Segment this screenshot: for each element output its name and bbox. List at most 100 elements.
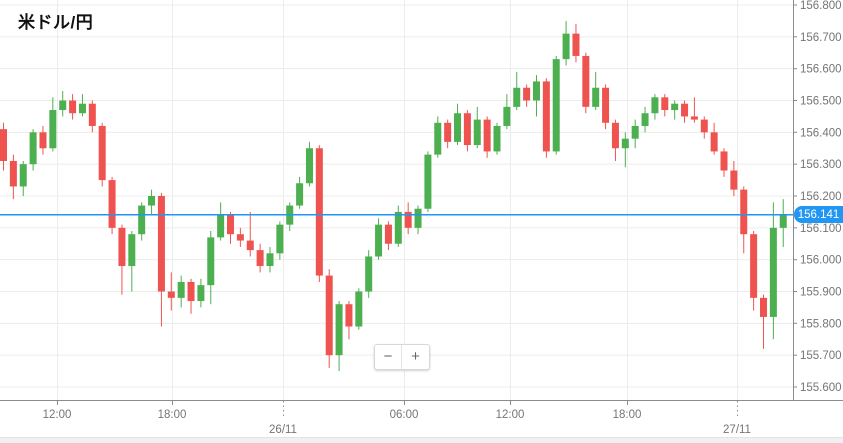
- candle-body: [572, 33, 580, 56]
- candle-body: [513, 87, 521, 107]
- candle-body: [394, 211, 402, 244]
- candle-body: [542, 81, 550, 152]
- x-axis-time-label: 18:00: [158, 409, 187, 421]
- candle-body: [325, 275, 333, 356]
- candle-body: [641, 113, 649, 126]
- y-axis-label: 156.800: [800, 0, 842, 12]
- candle-body: [483, 119, 491, 152]
- candle-body: [384, 224, 392, 244]
- candle-body: [611, 122, 619, 149]
- candle-body: [39, 132, 47, 149]
- candle-body: [651, 97, 659, 114]
- candle-body: [157, 196, 165, 292]
- candle-body: [710, 132, 718, 152]
- y-axis-label: 156.000: [800, 255, 842, 267]
- minus-icon: −: [383, 348, 393, 365]
- candle-body: [187, 281, 195, 302]
- candle-body: [69, 100, 77, 114]
- y-axis-label: 156.700: [800, 32, 842, 44]
- candle-body: [602, 87, 610, 123]
- candle-body: [750, 234, 758, 298]
- candle-body: [128, 234, 136, 267]
- x-axis-time-label: 12:00: [43, 409, 72, 421]
- candle-body: [49, 110, 57, 149]
- candle-body: [779, 215, 787, 228]
- x-axis-time-label: 12:00: [496, 409, 525, 421]
- candle-body: [59, 100, 67, 111]
- candle-body: [424, 154, 432, 209]
- candle-body: [256, 250, 264, 267]
- candle-body: [730, 170, 738, 190]
- candle-body: [532, 81, 540, 101]
- candle-body: [720, 151, 728, 171]
- candle-body: [454, 113, 462, 142]
- y-axis-label: 156.400: [800, 127, 842, 139]
- candle-body: [88, 103, 96, 126]
- candle-body: [681, 103, 689, 117]
- bottom-edge-strip: [0, 437, 843, 443]
- zoom-in-button[interactable]: +: [402, 345, 429, 369]
- candle-body: [315, 148, 323, 276]
- candle-body: [365, 256, 373, 292]
- candle-body: [217, 215, 225, 238]
- y-axis-label: 156.500: [800, 96, 842, 108]
- candle-body: [434, 122, 442, 155]
- candle-body: [690, 116, 698, 120]
- y-axis-label: 156.200: [800, 191, 842, 203]
- candle-body: [335, 304, 343, 356]
- y-axis-label: 155.800: [800, 318, 842, 330]
- candle-body: [138, 205, 146, 235]
- candle-body: [98, 125, 106, 181]
- candle-body: [305, 148, 313, 184]
- y-axis-label: 155.900: [800, 287, 842, 299]
- candle-body: [671, 103, 679, 111]
- candle-body: [582, 55, 590, 107]
- candle-body: [444, 122, 452, 142]
- candle-body: [246, 240, 254, 251]
- x-axis-date-label: 27/11: [723, 424, 751, 436]
- x-axis-time-label: 18:00: [613, 409, 642, 421]
- candle-body: [740, 189, 748, 235]
- candle-body: [621, 138, 629, 149]
- candle-body: [276, 224, 284, 254]
- candle-body: [463, 113, 471, 146]
- y-axis-label: 155.600: [800, 382, 842, 394]
- candle-body: [177, 281, 185, 298]
- candle-body: [236, 234, 244, 241]
- candle-body: [19, 164, 27, 187]
- candle-body: [78, 103, 86, 114]
- instrument-title: 米ドル/円: [18, 13, 94, 32]
- zoom-controls: − +: [374, 344, 430, 370]
- candle-body: [9, 160, 17, 187]
- candle-body: [0, 129, 7, 161]
- candle-body: [108, 180, 116, 228]
- candle-body: [759, 297, 767, 317]
- y-axis-label: 156.100: [800, 223, 842, 235]
- candle-body: [523, 87, 531, 101]
- y-axis-label: 155.700: [800, 350, 842, 362]
- candle-body: [266, 253, 274, 267]
- candle-body: [227, 215, 235, 235]
- candle-body: [503, 106, 511, 126]
- zoom-out-button[interactable]: −: [375, 345, 402, 369]
- candle-body: [414, 208, 422, 228]
- candle-body: [493, 125, 501, 152]
- candle-body: [167, 291, 175, 298]
- candle-body: [404, 211, 412, 228]
- candle-body: [552, 59, 560, 152]
- candle-body: [473, 119, 481, 146]
- current-price-label: 156.141: [794, 206, 843, 224]
- x-axis-date-label: 26/11: [269, 424, 297, 436]
- plus-icon: +: [411, 348, 420, 365]
- x-axis-time-label: 06:00: [390, 409, 419, 421]
- candle-body: [148, 196, 156, 206]
- candle-body: [631, 125, 639, 139]
- y-axis-label: 156.600: [800, 64, 842, 76]
- candle-body: [769, 227, 777, 317]
- candle-body: [562, 33, 570, 60]
- candle-body: [375, 224, 383, 257]
- y-axis-label: 156.300: [800, 159, 842, 171]
- candle-body: [118, 227, 126, 267]
